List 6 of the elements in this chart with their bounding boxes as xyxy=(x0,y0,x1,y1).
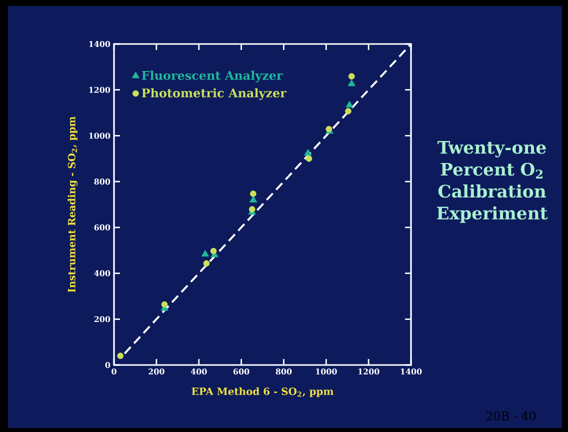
legend-label: Photometric Analyzer xyxy=(142,88,287,100)
x-axis-title: EPA Method 6 - SO$_{2}$, ppm xyxy=(192,387,334,398)
text: Twenty-one Percent O$_{2}$ Calibration Experiment xyxy=(437,141,548,223)
text: 20B - 40 xyxy=(486,411,536,420)
legend-label: Fluorescent Analyzer xyxy=(142,70,283,82)
y-axis-title: Instrument Reading - SO$_{2}$, ppm xyxy=(68,116,78,292)
